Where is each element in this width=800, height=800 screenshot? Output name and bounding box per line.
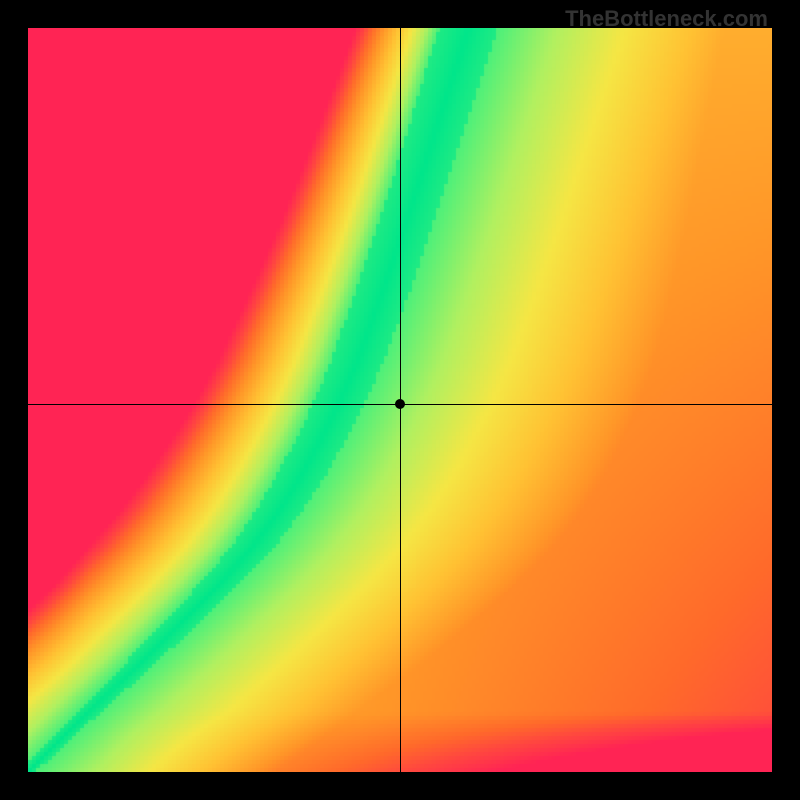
page-root: TheBottleneck.com — [0, 0, 800, 800]
watermark-text: TheBottleneck.com — [565, 6, 768, 32]
crosshair-marker-dot — [395, 399, 405, 409]
heatmap-chart — [28, 28, 772, 772]
